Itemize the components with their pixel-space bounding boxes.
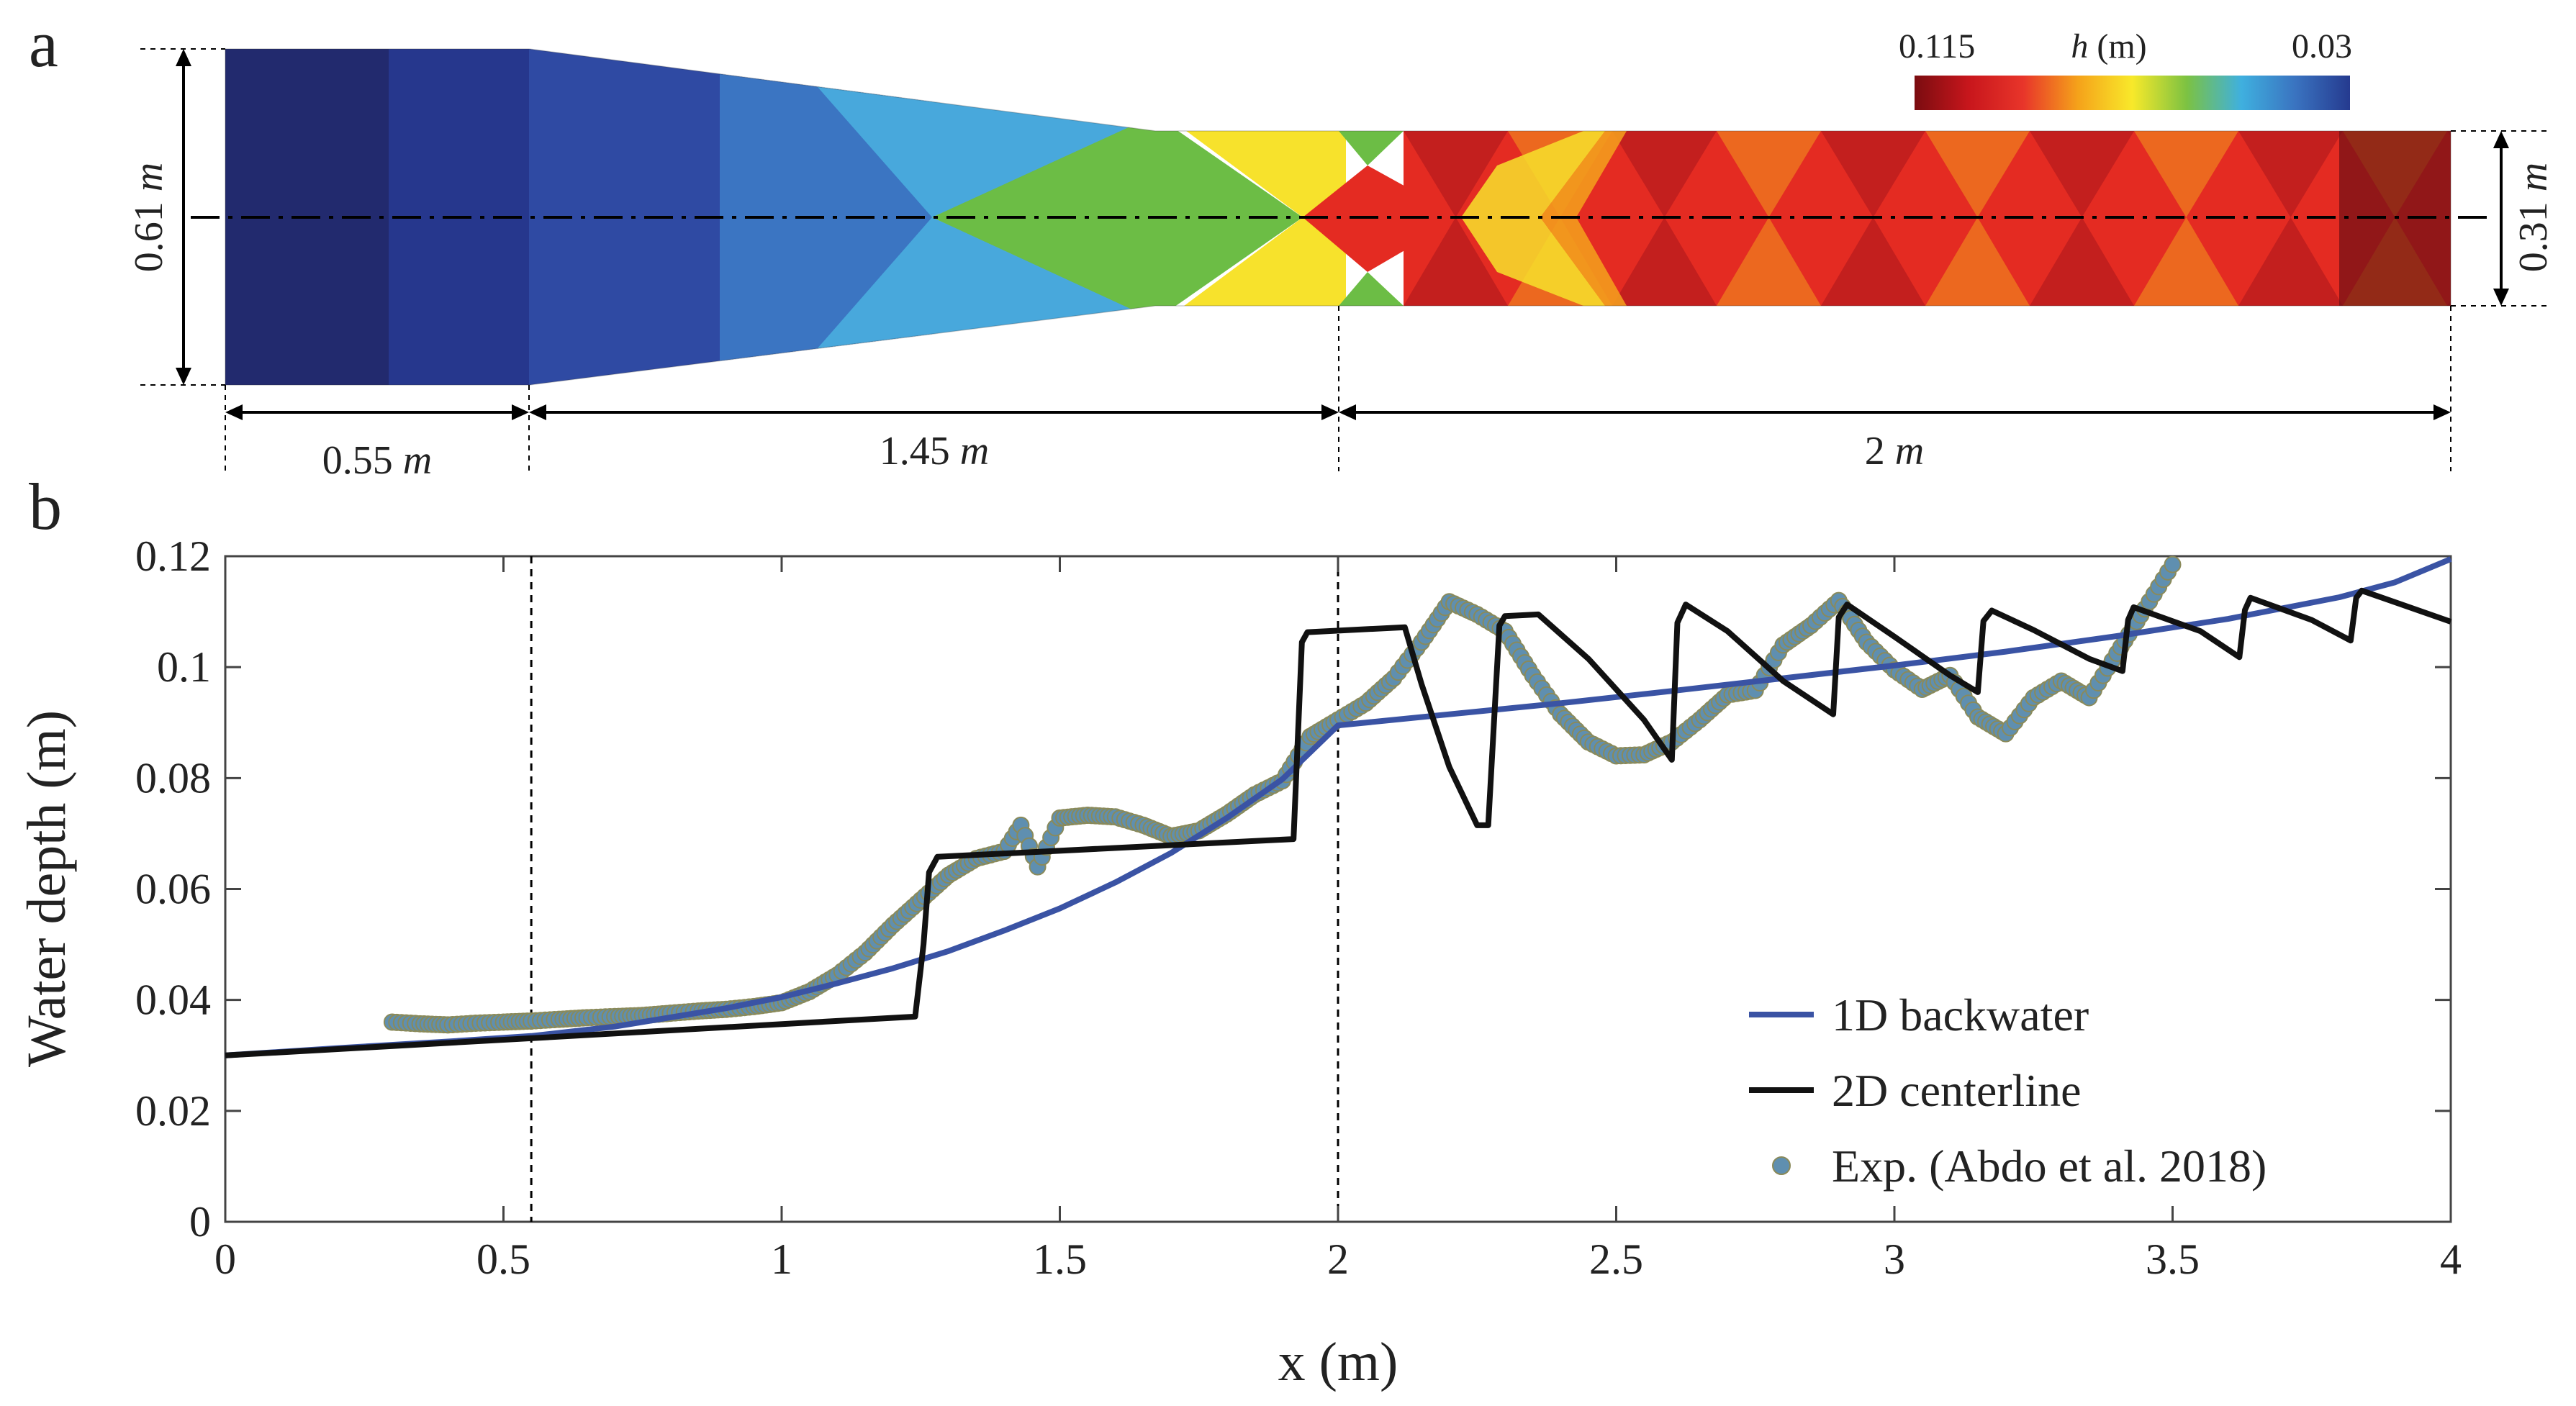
dim-len-1-value: 0.55 bbox=[322, 438, 393, 483]
y-tick-label: 0.06 bbox=[135, 866, 211, 913]
y-tick-label: 0.12 bbox=[135, 532, 211, 580]
x-tick-label: 1.5 bbox=[1033, 1235, 1087, 1283]
dim-inlet-width-value: 0.61 bbox=[127, 201, 171, 272]
shock-wedge-upper bbox=[1612, 131, 1717, 217]
dimension-outlet-width bbox=[2451, 130, 2548, 307]
y-axis-title: Water depth (m) bbox=[17, 710, 77, 1067]
shock-wedge-upper bbox=[1404, 131, 1508, 217]
shock-wedge-upper bbox=[1717, 131, 1821, 217]
flow-field-contour bbox=[225, 49, 2451, 385]
field-cyan-upper bbox=[792, 58, 1155, 217]
series-2d-centerline bbox=[225, 587, 2452, 1058]
shock-wedge-lower bbox=[2238, 217, 2343, 306]
dim-len-3-unit: m bbox=[1895, 429, 1924, 473]
colorbar-min-label: 0.03 bbox=[2292, 27, 2352, 65]
field-yellow bbox=[1155, 108, 1346, 327]
series-exp-markers bbox=[383, 555, 2182, 1034]
panel-b-label: b bbox=[29, 470, 62, 543]
shock-wedge-upper bbox=[2030, 131, 2134, 217]
dim-outlet-width-value: 0.31 bbox=[2511, 201, 2556, 272]
colorbar bbox=[1915, 76, 2350, 110]
shock-wedge-lower bbox=[2030, 217, 2134, 306]
depth-profile-chart: 0 0.5 1 1.5 2 2.5 3 3.5 4 0 0.02 0.04 0.06 0.08 0.1 0.… bbox=[17, 532, 2462, 1392]
exp-data-point bbox=[2164, 555, 2182, 573]
y-tick-label: 0.1 bbox=[157, 643, 211, 691]
dim-len-1-unit: m bbox=[403, 438, 432, 483]
shock-wedge-upper bbox=[1821, 131, 1925, 217]
x-tick-label: 0 bbox=[214, 1235, 236, 1283]
colorbar-title: h (m) bbox=[2071, 27, 2146, 65]
y-tick-label: 0.08 bbox=[135, 754, 211, 802]
x-tick-label: 2.5 bbox=[1589, 1235, 1643, 1283]
dim-inlet-width-text: 0.61 m bbox=[127, 163, 171, 272]
legend-label: Exp. (Abdo et al. 2018) bbox=[1832, 1140, 2267, 1192]
shock-yellow-band bbox=[1461, 131, 1605, 306]
dim-len-3-text: 2 m bbox=[1865, 429, 1924, 473]
y-tick-label: 0 bbox=[189, 1198, 211, 1246]
dim-len-3-value: 2 bbox=[1865, 429, 1885, 473]
field-green-small-upper bbox=[1339, 131, 1404, 165]
y-tick-label: 0.02 bbox=[135, 1087, 211, 1135]
dim-len-2-text: 1.45 m bbox=[880, 429, 989, 473]
shock-wedge-upper bbox=[1925, 131, 2030, 217]
legend-label: 2D centerline bbox=[1832, 1065, 2082, 1116]
field-green-small-lower bbox=[1339, 272, 1404, 306]
series-layer bbox=[225, 555, 2452, 1058]
shock-wedge-lower bbox=[1821, 217, 1925, 306]
dim-outlet-width-text: 0.31 m bbox=[2511, 163, 2556, 272]
panel-a-label: a bbox=[29, 7, 58, 81]
x-axis-ticks: 0 0.5 1 1.5 2 2.5 3 3.5 4 bbox=[214, 556, 2462, 1283]
shock-wedge-lower bbox=[2134, 217, 2238, 306]
dim-len-2-unit: m bbox=[960, 429, 989, 473]
x-tick-label: 1 bbox=[771, 1235, 792, 1283]
shock-wedge-upper bbox=[2238, 131, 2343, 217]
x-tick-label: 2 bbox=[1327, 1235, 1349, 1283]
dim-inlet-width-unit: m bbox=[127, 163, 171, 191]
shock-wedge-lower bbox=[1925, 217, 2030, 306]
shock-wedge-lower bbox=[1717, 217, 1821, 306]
dim-len-2-value: 1.45 bbox=[880, 429, 950, 473]
dimension-inlet-width bbox=[140, 48, 225, 386]
legend-label: 1D backwater bbox=[1832, 989, 2089, 1040]
x-tick-label: 3.5 bbox=[2146, 1235, 2200, 1283]
dim-outlet-width-unit: m bbox=[2511, 163, 2556, 191]
colorbar-var: h bbox=[2071, 27, 2088, 65]
colorbar-unit: (m) bbox=[2088, 27, 2146, 65]
field-cyan-lower bbox=[792, 217, 1155, 378]
shock-wedge-upper bbox=[2134, 131, 2238, 217]
x-tick-label: 3 bbox=[1884, 1235, 1905, 1283]
field-red-diamond bbox=[1303, 165, 1461, 272]
shock-wedge-lower bbox=[1612, 217, 1717, 306]
legend: 1D backwater 2D centerline Exp. (Abdo et a… bbox=[1749, 989, 2267, 1192]
x-axis-title: x (m) bbox=[1278, 1332, 1398, 1392]
legend-marker-exp bbox=[1772, 1156, 1791, 1175]
colorbar-max-label: 0.115 bbox=[1899, 27, 1975, 65]
dim-len-1-text: 0.55 m bbox=[322, 438, 432, 483]
shock-wedge-lower bbox=[1404, 217, 1508, 306]
x-tick-label: 0.5 bbox=[476, 1235, 530, 1283]
x-tick-label: 4 bbox=[2440, 1235, 2462, 1283]
y-tick-label: 0.04 bbox=[135, 976, 211, 1024]
y-axis-ticks: 0 0.02 0.04 0.06 0.08 0.1 0.12 bbox=[135, 532, 2451, 1246]
dimension-lengths bbox=[225, 306, 2451, 471]
